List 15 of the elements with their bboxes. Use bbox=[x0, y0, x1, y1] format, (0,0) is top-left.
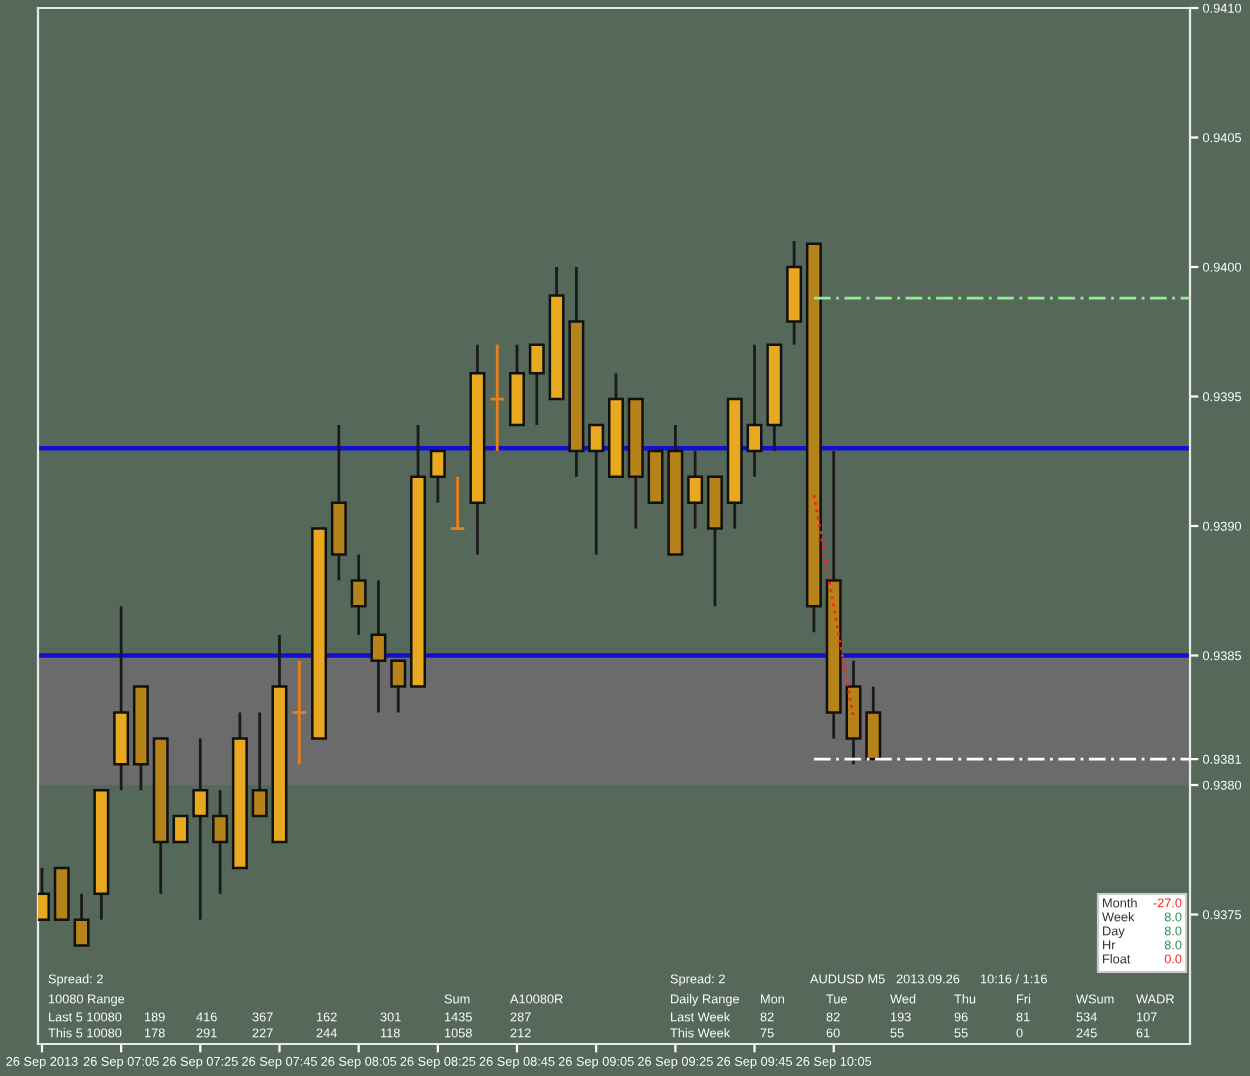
candlestick bbox=[350, 553, 367, 637]
candlestick bbox=[687, 449, 704, 530]
candlestick bbox=[370, 579, 387, 714]
candlestick bbox=[251, 711, 268, 818]
candlestick bbox=[865, 685, 882, 761]
candlestick bbox=[212, 788, 229, 896]
candlestick bbox=[429, 449, 446, 505]
candlestick bbox=[588, 423, 605, 556]
candlestick bbox=[449, 475, 466, 530]
candlestick bbox=[172, 814, 189, 844]
candlestick bbox=[528, 343, 545, 427]
candlestick bbox=[73, 892, 90, 947]
candlestick bbox=[192, 736, 209, 922]
candlestick bbox=[291, 659, 308, 766]
candlestick bbox=[390, 659, 407, 714]
